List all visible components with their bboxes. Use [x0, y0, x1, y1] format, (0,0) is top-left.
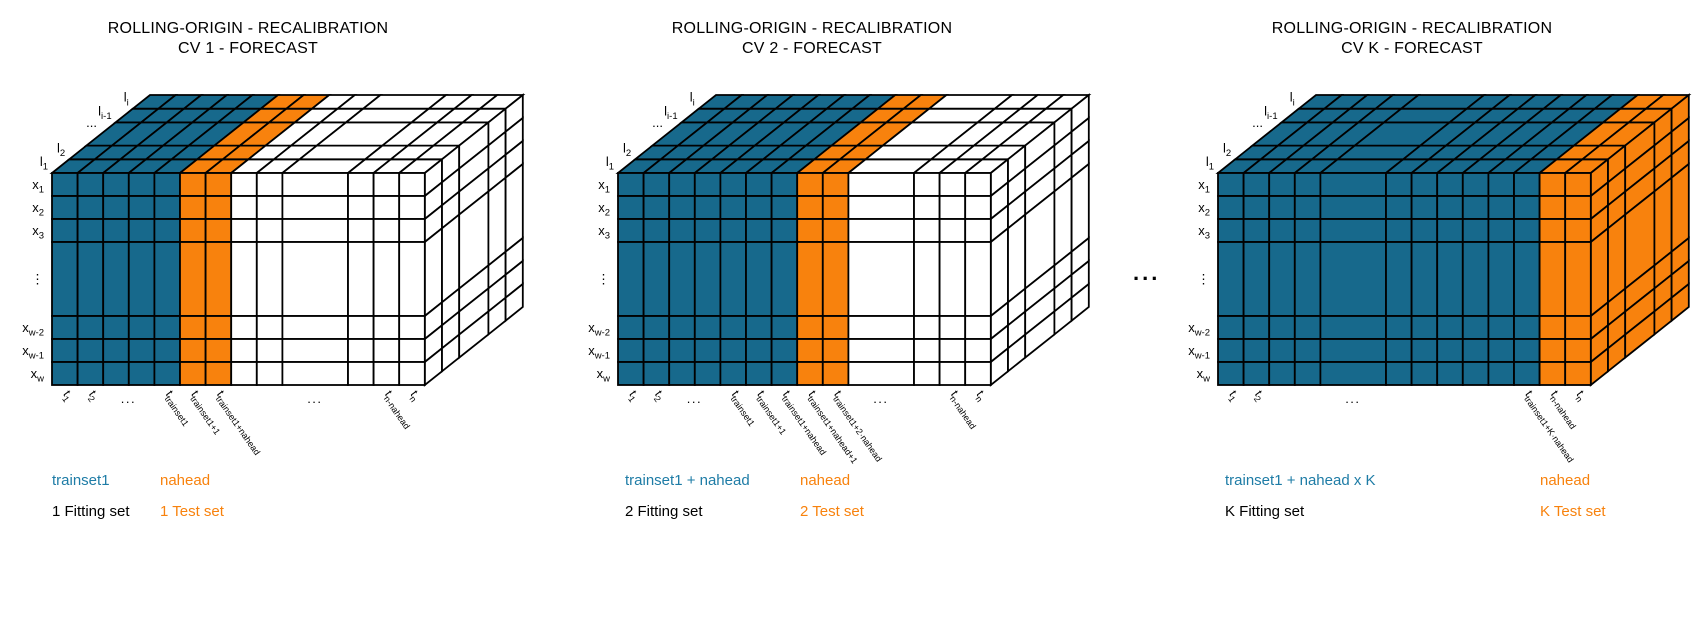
svg-text:x3: x3: [1198, 223, 1210, 242]
svg-text:l2: l2: [1223, 140, 1231, 159]
panel-3-legend-nahead: nahead: [1540, 472, 1591, 489]
svg-text:tn: tn: [1572, 388, 1590, 404]
svg-text:ttrainset1+nahead: ttrainset1+nahead: [212, 388, 267, 457]
svg-text:...: ...: [121, 391, 136, 406]
svg-text:xw-2: xw-2: [22, 320, 44, 339]
panel-2-title: ROLLING-ORIGIN - RECALIBRATION CV 2 - FO…: [592, 19, 1032, 59]
cube-top-face: [1215, 94, 1692, 174]
svg-text:tn: tn: [406, 388, 424, 404]
cube-front-face: [617, 172, 992, 386]
svg-text:l1: l1: [1206, 154, 1214, 173]
svg-text:xw-2: xw-2: [588, 320, 610, 339]
svg-text:x1: x1: [32, 177, 44, 196]
panel-1-legend-fitting: 1 Fitting set: [52, 503, 130, 520]
cube-side-face: [423, 93, 524, 387]
panel-1-legend-nahead: nahead: [160, 472, 211, 489]
svg-text:...: ...: [873, 391, 888, 406]
panel-2-legend-testset: 2 Test set: [800, 503, 864, 520]
panel-3-title-line1: ROLLING-ORIGIN - RECALIBRATION: [1271, 20, 1553, 37]
svg-text:⋮: ⋮: [597, 272, 610, 287]
svg-text:li-1: li-1: [98, 103, 111, 122]
svg-text:...: ...: [1345, 391, 1360, 406]
panel-1-title-line1: ROLLING-ORIGIN - RECALIBRATION: [107, 20, 389, 37]
svg-text:xw: xw: [1197, 366, 1211, 385]
panel-2-title-line2: CV 2 - FORECAST: [742, 40, 882, 57]
svg-text:li-1: li-1: [664, 103, 677, 122]
svg-text:x2: x2: [32, 200, 44, 219]
svg-text:xw: xw: [31, 366, 45, 385]
svg-text:t2: t2: [84, 388, 102, 404]
svg-text:xw-1: xw-1: [588, 343, 610, 362]
svg-text:t1: t1: [58, 388, 76, 404]
row-labels: x1 x2 x3 ⋮ xw-2 xw-1 xw: [588, 177, 610, 385]
svg-text:⋮: ⋮: [1197, 272, 1210, 287]
svg-text:...: ...: [86, 115, 97, 130]
depth-labels: l1 l2...li-1 li: [40, 90, 129, 173]
svg-text:li-1: li-1: [1264, 103, 1277, 122]
svg-text:t2: t2: [1250, 388, 1268, 404]
panel-2-legend-nahead: nahead: [800, 472, 851, 489]
row-labels: x1 x2 x3 ⋮ xw-2 xw-1 xw: [22, 177, 44, 385]
row-labels: x1 x2 x3 ⋮ xw-2 xw-1 xw: [1188, 177, 1210, 385]
svg-text:l1: l1: [606, 154, 614, 173]
depth-labels: l1 l2...li-1 li: [1206, 90, 1295, 173]
svg-text:...: ...: [652, 115, 663, 130]
panel-3-legend-testset: K Test set: [1540, 503, 1606, 520]
cube-top-face: [615, 94, 1092, 174]
svg-text:xw-1: xw-1: [22, 343, 44, 362]
svg-text:x2: x2: [598, 200, 610, 219]
svg-text:t1: t1: [1224, 388, 1242, 404]
panel-2-title-line1: ROLLING-ORIGIN - RECALIBRATION: [671, 20, 953, 37]
svg-text:li: li: [124, 90, 129, 109]
svg-text:l2: l2: [623, 140, 631, 159]
panel-1-title: ROLLING-ORIGIN - RECALIBRATION CV 1 - FO…: [28, 19, 468, 59]
svg-text:tn: tn: [972, 388, 990, 404]
cube-side-face: [1589, 93, 1690, 387]
svg-text:x3: x3: [32, 223, 44, 242]
panel-3-title-line2: CV K - FORECAST: [1341, 40, 1483, 57]
cube-front-face: [1217, 172, 1592, 386]
panel-1-title-line2: CV 1 - FORECAST: [178, 40, 318, 57]
svg-text:...: ...: [307, 391, 322, 406]
svg-text:li: li: [1290, 90, 1295, 109]
svg-text:x1: x1: [1198, 177, 1210, 196]
svg-text:xw: xw: [597, 366, 611, 385]
svg-text:...: ...: [1252, 115, 1263, 130]
svg-text:t1: t1: [624, 388, 642, 404]
cube-front-face: [51, 172, 426, 386]
svg-text:⋮: ⋮: [31, 272, 44, 287]
svg-text:l1: l1: [40, 154, 48, 173]
svg-text:t2: t2: [650, 388, 668, 404]
panel-2-legend-fitting: 2 Fitting set: [625, 503, 703, 520]
panels-separator-dots: ...: [1133, 260, 1161, 285]
svg-text:xw-2: xw-2: [1188, 320, 1210, 339]
panel-3-title: ROLLING-ORIGIN - RECALIBRATION CV K - FO…: [1192, 19, 1632, 59]
depth-labels: l1 l2...li-1 li: [606, 90, 695, 173]
svg-text:x1: x1: [598, 177, 610, 196]
svg-text:x2: x2: [1198, 200, 1210, 219]
svg-text:l2: l2: [57, 140, 65, 159]
cube-top-face: [49, 94, 526, 174]
panel-3-legend-fitting: K Fitting set: [1225, 503, 1305, 520]
panel-1-legend-testset: 1 Test set: [160, 503, 224, 520]
svg-text:x3: x3: [598, 223, 610, 242]
svg-text:xw-1: xw-1: [1188, 343, 1210, 362]
svg-text:li: li: [690, 90, 695, 109]
svg-text:...: ...: [687, 391, 702, 406]
panel-1-legend-trainset: trainset1: [52, 472, 110, 489]
panel-3-legend-trainset: trainset1 + nahead x K: [1225, 472, 1376, 489]
panel-2-legend-trainset: trainset1 + nahead: [625, 472, 750, 489]
